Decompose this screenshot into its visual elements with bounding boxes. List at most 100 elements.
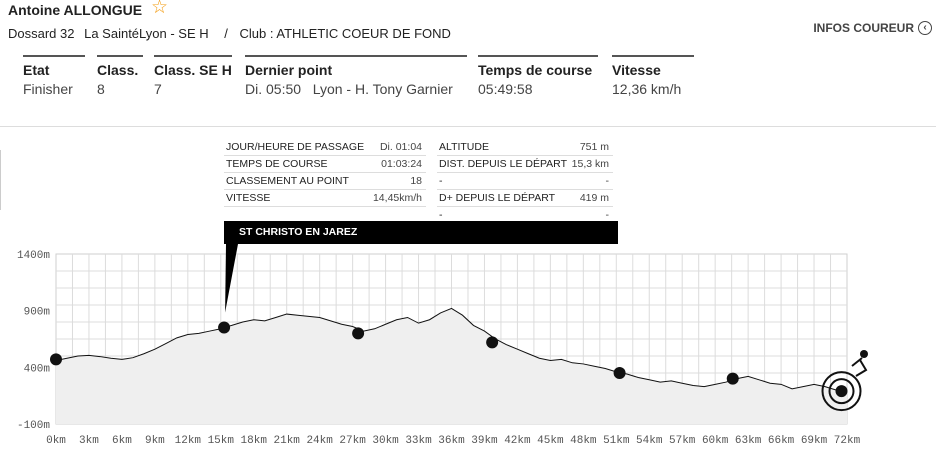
x-tick-label: 3km: [79, 435, 99, 447]
x-tick-label: 18km: [241, 435, 268, 447]
y-axis: 1400m 900m 400m -100m: [17, 250, 50, 432]
tooltip-row: ALTITUDE 751 m: [437, 138, 613, 156]
x-tick-label: 54km: [636, 435, 663, 447]
y-tick-label: 900m: [24, 307, 51, 319]
x-tick-label: 51km: [603, 435, 630, 447]
arrow-circle-left-icon: ‹: [918, 21, 932, 35]
bib-number: Dossard 32: [8, 26, 75, 41]
runner-head: [860, 350, 868, 358]
stat-value: 12,36 km/h: [612, 81, 682, 97]
stat-race-time: Temps de course 05:49:58: [478, 55, 598, 97]
stat-label: Class.: [97, 62, 139, 78]
stat-value: 05:49:58: [478, 81, 533, 97]
tooltip-value: 419 m: [579, 192, 609, 204]
stat-last-point: Dernier point Di. 05:50 Lyon - H. Tony G…: [245, 55, 467, 97]
x-tick-label: 36km: [438, 435, 465, 447]
finish-ring-inner: [828, 378, 855, 405]
runner-subheader: Dossard 32 La SaintéLyon - SE H / Club :…: [8, 26, 457, 41]
checkpoint-marker: [613, 367, 626, 379]
tooltip-key: D+ DEPUIS LE DÉPART: [439, 192, 556, 204]
x-axis: 0km 3km 6km 9km 12km 15km 18km 21km 24km 27km 30km…: [46, 435, 861, 447]
runner-body: [851, 357, 868, 377]
x-tick-label: 9km: [145, 435, 165, 447]
tooltip-key: TEMPS DE COURSE: [226, 158, 328, 170]
tooltip-value: Di. 01:04: [379, 141, 422, 153]
club-name: Club : ATHLETIC COEUR DE FOND: [239, 26, 451, 41]
x-tick-label: 72km: [834, 435, 861, 447]
infos-label: INFOS COUREUR: [813, 21, 914, 35]
stat-class-category: Class. SE H 7: [154, 55, 232, 97]
tooltip-value: 01:03:24: [381, 158, 422, 170]
y-tick-label: 400m: [24, 363, 51, 375]
tooltip-key: JOUR/HEURE DE PASSAGE: [226, 141, 365, 153]
finish-ring-outer: [821, 371, 862, 412]
stats-bar: Etat Finisher Class. 8 Class. SE H 7 Der…: [0, 44, 936, 127]
tooltip-row: D+ DEPUIS LE DÉPART 419 m: [437, 189, 613, 207]
tooltip-pointer-triangle: [225, 244, 238, 313]
checkpoint-name-banner: ST CHRISTO EN JAREZ: [224, 221, 618, 244]
stat-class: Class. 8: [97, 55, 143, 97]
x-tick-label: 21km: [274, 435, 301, 447]
checkpoint-marker: [352, 327, 365, 340]
tooltip-value: 18: [410, 175, 422, 187]
tooltip-row: TEMPS DE COURSE 01:03:24: [224, 155, 426, 173]
x-tick-label: 57km: [669, 435, 696, 447]
runner-icon: [851, 350, 868, 377]
stat-label: Class. SE H: [154, 62, 232, 78]
x-tick-label: 63km: [735, 435, 762, 447]
stat-label: Temps de course: [478, 62, 593, 78]
tooltip-value: -: [605, 209, 610, 221]
tooltip-row: - -: [437, 172, 613, 190]
checkpoint-marker: [486, 336, 499, 349]
stat-value: Finisher: [23, 81, 73, 97]
star-icon[interactable]: ☆: [151, 0, 169, 18]
tooltip-row: CLASSEMENT AU POINT 18: [224, 172, 426, 190]
stat-value: 8: [97, 81, 105, 97]
runner-name: Antoine ALLONGUE: [8, 2, 143, 18]
x-tick-label: 60km: [702, 435, 729, 447]
elevation-profile: [55, 307, 848, 424]
tooltip-key: -: [439, 175, 443, 187]
x-tick-label: 12km: [175, 435, 202, 447]
checkpoint-marker: [50, 353, 62, 366]
x-tick-label: 45km: [537, 435, 564, 447]
tooltip-row: JOUR/HEURE DE PASSAGE Di. 01:04: [224, 138, 426, 156]
tooltip-key: CLASSEMENT AU POINT: [226, 175, 349, 187]
x-tick-label: 39km: [471, 435, 498, 447]
elevation-area: [56, 308, 847, 424]
tooltip-value: 14,45km/h: [372, 192, 422, 204]
x-tick-label: 30km: [372, 435, 399, 447]
y-tick-label: 1400m: [17, 250, 50, 262]
elevation-line: [55, 307, 848, 392]
checkpoint-marker: [218, 321, 231, 334]
checkpoint-name: ST CHRISTO EN JAREZ: [239, 226, 358, 238]
stat-etat: Etat Finisher: [23, 55, 85, 97]
x-tick-label: 69km: [801, 435, 828, 447]
divider: [0, 150, 1, 210]
checkpoint-marker: [726, 372, 739, 385]
stat-speed: Vitesse 12,36 km/h: [612, 55, 694, 97]
tooltip-value: -: [605, 175, 610, 187]
x-tick-label: 48km: [570, 435, 597, 447]
tooltip-key: -: [439, 209, 443, 221]
x-tick-label: 6km: [112, 435, 132, 447]
tooltip-key: ALTITUDE: [439, 141, 489, 153]
stat-label: Dernier point: [245, 62, 333, 78]
tooltip-pointer: [225, 244, 238, 313]
x-tick-label: 24km: [306, 435, 333, 447]
separator: /: [224, 26, 228, 41]
x-tick-label: 15km: [208, 435, 235, 447]
infos-coureur-button[interactable]: INFOS COUREUR ‹: [813, 21, 932, 35]
tooltip-row: DIST. DEPUIS LE DÉPART 15,3 km: [437, 155, 613, 173]
checkpoint-marker: [835, 385, 848, 398]
race-category: La SaintéLyon - SE H: [84, 26, 209, 41]
x-tick-label: 0km: [46, 435, 66, 447]
tooltip-key: VITESSE: [226, 192, 271, 204]
x-tick-label: 42km: [504, 435, 531, 447]
y-tick-label: -100m: [17, 420, 50, 432]
x-tick-label: 27km: [339, 435, 366, 447]
x-tick-label: 66km: [768, 435, 795, 447]
stat-label: Vitesse: [612, 62, 661, 78]
tooltip-key: DIST. DEPUIS LE DÉPART: [439, 158, 567, 170]
